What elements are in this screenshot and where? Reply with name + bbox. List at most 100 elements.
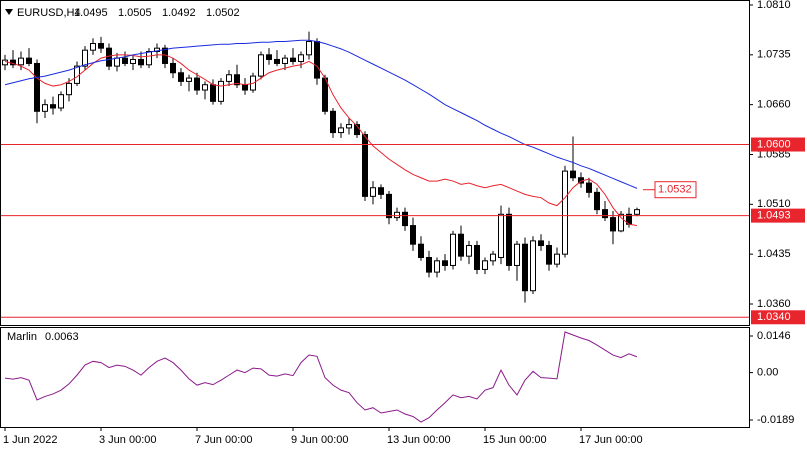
candle-body	[594, 191, 600, 211]
candle-body	[458, 233, 464, 257]
candle-body	[178, 72, 184, 82]
candle-body	[122, 57, 128, 64]
candle-body	[442, 260, 448, 266]
tag-label: 1.0532	[658, 184, 692, 196]
candle-body	[98, 43, 104, 49]
y-tick-label: 1.0810	[757, 0, 791, 11]
close-value: 1.0502	[206, 7, 240, 19]
candle-body	[322, 77, 328, 112]
candle-body	[26, 57, 32, 64]
candle-body	[474, 245, 480, 270]
candle-body	[634, 209, 640, 215]
x-tick-label: 7 Jun 00:00	[195, 434, 253, 446]
level-label: 1.0493	[757, 210, 791, 222]
candle-body	[554, 253, 560, 265]
y-tick-label: 1.0735	[757, 49, 791, 61]
candle-body	[506, 213, 512, 266]
candle-body	[226, 74, 232, 82]
candle-body	[18, 57, 24, 66]
y-tick-label: 1.0660	[757, 99, 791, 111]
y-tick-label: 0.0146	[757, 330, 791, 342]
y-tick-label: 0.00	[757, 367, 778, 379]
indicator-value: 0.0063	[45, 331, 79, 343]
candle-body	[338, 127, 344, 134]
candle-body	[538, 240, 544, 247]
candle-body	[450, 233, 456, 266]
candle-body	[610, 217, 616, 232]
candle-body	[562, 170, 568, 255]
x-tick-label: 1 Jun 2022	[3, 434, 57, 446]
candle-body	[218, 80, 224, 102]
candle-body	[346, 124, 352, 129]
candle-body	[114, 57, 120, 67]
candle-body	[210, 84, 216, 102]
candle-body	[586, 182, 592, 193]
y-tick-label: -0.0189	[757, 414, 794, 426]
candle-body	[234, 74, 240, 86]
candle-body	[170, 62, 176, 74]
candle-body	[482, 260, 488, 270]
candle-body	[306, 41, 312, 56]
candle-body	[394, 211, 400, 219]
candle-body	[314, 41, 320, 79]
candle-body	[530, 240, 536, 292]
y-tick-label: 1.0510	[757, 198, 791, 210]
candle-body	[330, 110, 336, 134]
candle-body	[298, 54, 304, 62]
symbol: EURUSD,H4	[17, 7, 81, 19]
candle-body	[66, 82, 72, 96]
candle-body	[602, 209, 608, 219]
candle-body	[290, 57, 296, 62]
candle-body	[58, 94, 64, 109]
moving-average	[4, 39, 638, 189]
candle-body	[130, 58, 136, 64]
candle-body	[34, 62, 40, 112]
low-value: 1.0492	[162, 7, 196, 19]
x-tick-label: 17 Jun 00:00	[579, 434, 643, 446]
candle-body	[154, 47, 160, 52]
indicator-name: Marlin	[7, 331, 37, 343]
x-tick-label: 9 Jun 00:00	[291, 434, 349, 446]
x-tick-label: 13 Jun 00:00	[387, 434, 451, 446]
tag-box	[654, 181, 697, 199]
candle-body	[522, 243, 528, 292]
candle-body	[418, 243, 424, 258]
high-value: 1.0505	[118, 7, 152, 19]
candle-body	[146, 50, 152, 66]
candle-body	[618, 213, 624, 232]
candle-body	[274, 58, 280, 64]
candle-body	[242, 84, 248, 91]
candle-body	[282, 57, 288, 64]
y-tick-label: 1.0435	[757, 248, 791, 260]
candle-body	[258, 54, 264, 77]
x-tick-label: 15 Jun 00:00	[483, 434, 547, 446]
open-value: 1.0495	[74, 7, 108, 19]
candle-body	[202, 84, 208, 91]
y-tick-label: 1.0360	[757, 298, 791, 310]
indicator-line	[4, 331, 638, 423]
candle-body	[42, 104, 48, 112]
candle-body	[498, 213, 504, 258]
candle-body	[2, 59, 8, 66]
candle-body	[426, 256, 432, 273]
candle-body	[82, 49, 88, 67]
level-label-box	[751, 310, 805, 325]
candle-body	[194, 77, 200, 91]
candle-body	[386, 193, 392, 219]
candle-body	[378, 187, 384, 195]
indicator-panel	[0, 327, 750, 428]
candle-body	[402, 211, 408, 227]
candle-body	[50, 104, 56, 109]
candle-body	[90, 43, 96, 51]
level-label-box	[751, 137, 805, 152]
main-panel	[0, 0, 750, 326]
candle-body	[106, 47, 112, 67]
candle-body	[370, 187, 376, 197]
candle-body	[138, 58, 144, 66]
candle-body	[186, 77, 192, 82]
candle-body	[570, 170, 576, 179]
level-label: 1.0600	[757, 138, 791, 150]
level-label: 1.0340	[757, 311, 791, 323]
